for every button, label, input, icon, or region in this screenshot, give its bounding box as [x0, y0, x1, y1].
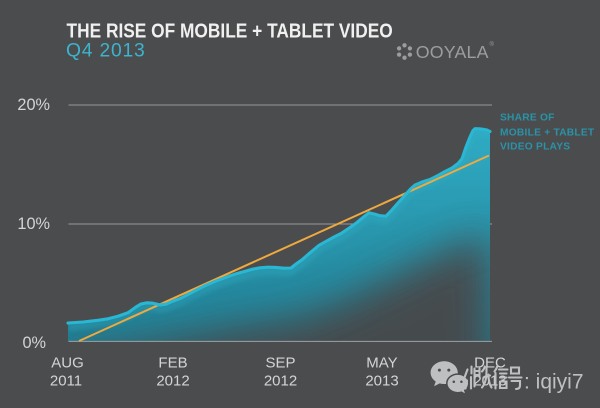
- svg-text:AUG: AUG: [51, 355, 84, 372]
- svg-text:®: ®: [490, 41, 495, 48]
- svg-text:SHARE OF: SHARE OF: [500, 113, 555, 124]
- svg-text:THE RISE OF MOBILE + TABLET VI: THE RISE OF MOBILE + TABLET VIDEO: [67, 20, 393, 43]
- svg-text:2013: 2013: [365, 372, 398, 389]
- svg-text:FEB: FEB: [158, 355, 187, 372]
- svg-text:2011: 2011: [50, 372, 82, 389]
- svg-text:MOBILE + TABLET: MOBILE + TABLET: [500, 127, 595, 138]
- svg-text:10%: 10%: [17, 215, 50, 233]
- svg-text:20%: 20%: [17, 96, 50, 114]
- svg-text:SEP: SEP: [265, 355, 295, 372]
- svg-text:0%: 0%: [22, 334, 46, 352]
- svg-text:OOYALA: OOYALA: [416, 42, 489, 62]
- svg-text:2012: 2012: [264, 372, 297, 389]
- svg-text:VIDEO PLAYS: VIDEO PLAYS: [500, 142, 570, 153]
- svg-text:2012: 2012: [156, 372, 189, 389]
- svg-text:: iqiyi7: : iqiyi7: [524, 371, 584, 394]
- svg-text:MAY: MAY: [366, 355, 397, 372]
- svg-text:Q4 2013: Q4 2013: [66, 41, 146, 62]
